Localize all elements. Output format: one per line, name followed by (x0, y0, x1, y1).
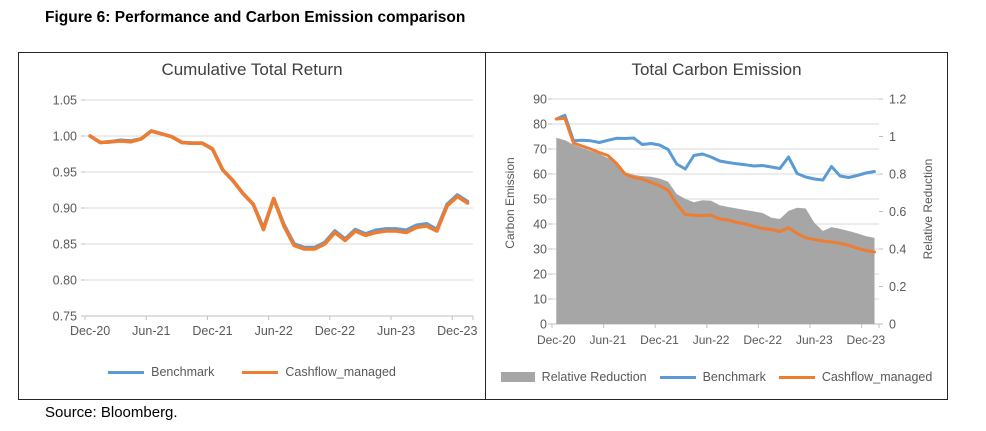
left-y-tick-label: 70 (533, 143, 547, 157)
x-tick-label: Dec-20 (537, 333, 576, 347)
cumulative-return-chart-title: Cumulative Total Return (161, 60, 343, 79)
x-tick-label: Jun-22 (255, 324, 293, 338)
y-tick-label: 0.90 (53, 202, 77, 216)
benchmark-line-swatch (659, 375, 696, 379)
legend-item-cashflow-managed: Cashflow_managed (778, 370, 933, 384)
x-tick-label: Dec-20 (70, 324, 110, 338)
carbon-emission-legend: Relative Reduction Benchmark Cashflow_ma… (486, 370, 947, 384)
legend-item-relative-reduction: Relative Reduction (500, 370, 647, 384)
panel-cumulative-total-return: 1.05 1.00 0.95 0.90 0.85 0.80 0.75 Dec-20 Jun-21… (18, 52, 486, 400)
cashflow-managed-line-swatch (242, 370, 279, 374)
right-axis-title-relative-reduction: Relative Reduction (921, 158, 935, 260)
x-tick-label: Dec-23 (847, 333, 886, 347)
left-y-tick-label: 20 (533, 268, 547, 282)
y-tick-label: 0.85 (53, 238, 77, 252)
legend-label-benchmark: Benchmark (151, 365, 215, 379)
x-tick-label: Jun-22 (693, 333, 730, 347)
legend-label-benchmark: Benchmark (702, 370, 766, 384)
x-tick-label: Dec-23 (437, 324, 477, 338)
panel-total-carbon-emission: 90 80 70 60 50 40 30 20 10 0 1.2 1 0.8 0.6 0.4 0.2 0 Dec-… (485, 52, 948, 400)
cashflow_managed-line (554, 116, 876, 254)
right-y-tick-label: 0.6 (889, 205, 906, 219)
benchmark-line-swatch (108, 370, 145, 374)
y-tick-label: 0.75 (53, 310, 77, 324)
cumulative-return-legend: Benchmark Cashflow_managed (19, 365, 485, 379)
left-y-tick-label: 30 (533, 243, 547, 257)
legend-label-relative-reduction: Relative Reduction (541, 370, 647, 384)
x-tick-label: Jun-23 (377, 324, 415, 338)
x-tick-label: Dec-21 (192, 324, 232, 338)
right-y-tick-label: 0.8 (889, 168, 906, 182)
x-tick-label: Jun-21 (132, 324, 170, 338)
right-y-tick-label: 0.4 (889, 243, 906, 257)
relative-reduction-area (556, 137, 875, 324)
x-tick-label: Jun-23 (796, 333, 833, 347)
y-tick-label: 0.80 (53, 274, 77, 288)
legend-item-cashflow-managed: Cashflow_managed (242, 365, 396, 379)
left-y-tick-label: 90 (533, 93, 547, 107)
x-tick-label: Dec-22 (315, 324, 355, 338)
relative-reduction-area-swatch (500, 372, 535, 382)
legend-item-benchmark: Benchmark (108, 365, 214, 379)
left-y-tick-label: 10 (533, 293, 547, 307)
right-y-tick-label: 0 (889, 318, 896, 332)
y-tick-label: 0.95 (53, 166, 77, 180)
carbon-emission-chart-title: Total Carbon Emission (631, 60, 802, 79)
figure-title: Figure 6: Performance and Carbon Emissio… (45, 9, 466, 26)
x-tick-label: Jun-21 (590, 333, 627, 347)
left-y-tick-label: 60 (533, 168, 547, 182)
left-y-tick-label: 50 (533, 193, 547, 207)
benchmark-line (554, 113, 876, 182)
right-y-tick-label: 1 (889, 130, 896, 144)
source-note: Source: Bloomberg. (45, 404, 178, 421)
cashflow_managed-line (88, 129, 470, 251)
legend-item-benchmark: Benchmark (659, 370, 766, 384)
y-tick-label: 1.05 (53, 94, 77, 108)
left-y-tick-label: 0 (540, 318, 547, 332)
legend-label-cashflow-managed: Cashflow_managed (821, 370, 933, 384)
y-tick-label: 1.00 (53, 130, 77, 144)
right-y-tick-label: 1.2 (889, 93, 906, 107)
chart-panels: 1.05 1.00 0.95 0.90 0.85 0.80 0.75 Dec-20 Jun-21… (18, 52, 948, 400)
left-axis-title-carbon-emission: Carbon Emission (503, 157, 517, 249)
x-tick-label: Dec-21 (640, 333, 679, 347)
cashflow-managed-line-swatch (778, 375, 815, 379)
legend-label-cashflow-managed: Cashflow_managed (285, 365, 396, 379)
x-tick-label: Dec-22 (743, 333, 782, 347)
left-y-tick-label: 80 (533, 118, 547, 132)
right-y-tick-label: 0.2 (889, 280, 906, 294)
left-y-tick-label: 40 (533, 218, 547, 232)
carbon-emission-chart-canvas: 90807060504030201001.210.80.60.40.20Dec-… (533, 93, 906, 348)
